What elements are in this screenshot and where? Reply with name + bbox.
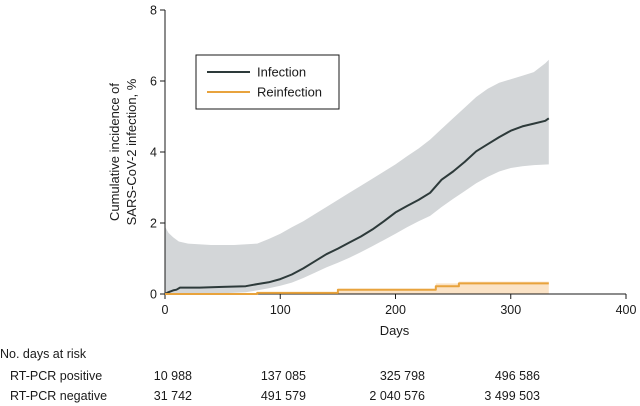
risk-table-title: No. days at risk (0, 347, 87, 361)
series-line-infection (164, 117, 550, 295)
risk-cell: 325 798 (380, 369, 425, 383)
series-line-reinfection (165, 282, 549, 295)
ci-band-reinfection (165, 281, 549, 294)
y-tick-label: 8 (150, 4, 157, 18)
risk-cell: 31 742 (154, 389, 192, 403)
risk-cell: 10 988 (154, 369, 192, 383)
y-tick-label: 4 (150, 146, 157, 160)
risk-row-label: RT-PCR positive (10, 369, 102, 383)
x-tick-label: 200 (385, 303, 406, 317)
legend-label-infection: Infection (257, 65, 306, 80)
y-tick-label: 0 (150, 288, 157, 302)
risk-row-label: RT-PCR negative (10, 389, 107, 403)
x-tick-label: 0 (162, 303, 169, 317)
x-tick-label: 100 (270, 303, 291, 317)
x-tick-label: 300 (500, 303, 521, 317)
risk-cell: 3 499 503 (484, 389, 540, 403)
y-axis-title-line-2: SARS-CoV-2 infection, % (124, 78, 139, 225)
risk-cell: 2 040 576 (369, 389, 425, 403)
y-axis-title-line-1: Cumulative incidence of (107, 83, 122, 221)
x-tick-label: 400 (616, 303, 637, 317)
x-axis-title: Days (380, 323, 410, 338)
y-tick-label: 2 (150, 217, 157, 231)
legend-box (195, 54, 340, 110)
risk-cell: 496 586 (495, 369, 540, 383)
risk-cell: 491 579 (261, 389, 306, 403)
ci-band-infection (165, 59, 549, 295)
y-tick-label: 6 (150, 75, 157, 89)
legend-label-reinfection: Reinfection (257, 85, 322, 100)
risk-cell: 137 085 (261, 369, 306, 383)
